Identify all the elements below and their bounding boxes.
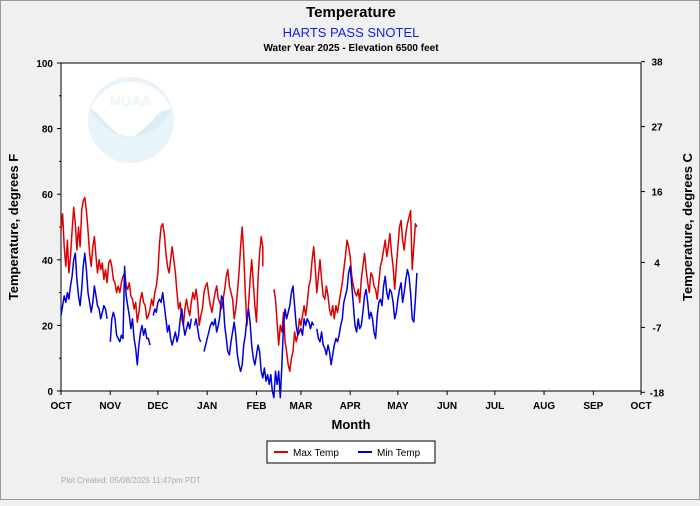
y-axis-label-right: Temperature, degrees C bbox=[680, 152, 695, 300]
legend: Max Temp Min Temp bbox=[266, 440, 436, 464]
x-axis: OCT NOV DEC JAN FEB MAR APR MAY JUN JUL AUG SEP OCT bbox=[50, 391, 652, 412]
x-tick-label: DEC bbox=[147, 401, 168, 412]
right-tick-label: 27 bbox=[651, 123, 663, 134]
x-tick-label: APR bbox=[340, 401, 362, 412]
right-tick-label: 16 bbox=[651, 188, 663, 199]
x-axis-label: Month bbox=[332, 417, 371, 432]
x-tick-label: MAR bbox=[290, 401, 314, 412]
right-tick-label: 4 bbox=[654, 258, 660, 269]
x-tick-label: AUG bbox=[533, 401, 555, 412]
series-lines bbox=[60, 196, 418, 399]
series-line-min-temp bbox=[60, 252, 418, 399]
x-tick-label: JUL bbox=[485, 401, 504, 412]
x-tick-label: NOV bbox=[99, 401, 121, 412]
x-tick-label: FEB bbox=[246, 401, 266, 412]
left-tick-label: 40 bbox=[42, 256, 54, 267]
legend-box bbox=[266, 440, 436, 464]
x-tick-label: SEP bbox=[583, 401, 603, 412]
chart-subtitle-details: Water Year 2025 - Elevation 6500 feet bbox=[263, 43, 439, 54]
right-tick-label: 38 bbox=[651, 58, 663, 69]
right-tick-label: -7 bbox=[653, 323, 662, 334]
left-tick-label: 100 bbox=[36, 59, 53, 70]
x-tick-label: OCT bbox=[50, 401, 71, 412]
legend-label-max-temp: Max Temp bbox=[293, 448, 339, 459]
right-tick-label: -18 bbox=[650, 388, 665, 399]
left-tick-label: 80 bbox=[42, 125, 54, 136]
plot-created-note: Plot Created: 05/08/2025 11:47pm PDT bbox=[61, 476, 201, 485]
left-y-axis: 0 20 40 60 80 100 bbox=[36, 59, 61, 398]
chart-title: Temperature bbox=[306, 4, 396, 21]
left-tick-label: 0 bbox=[47, 387, 53, 398]
noaa-logo-text: NOAA bbox=[110, 93, 151, 109]
x-tick-label: JAN bbox=[197, 401, 217, 412]
x-tick-label: OCT bbox=[630, 401, 651, 412]
chart-subtitle: HARTS PASS SNOTEL bbox=[283, 25, 420, 40]
x-tick-label: JUN bbox=[437, 401, 457, 412]
legend-label-min-temp: Min Temp bbox=[377, 448, 421, 459]
right-y-axis: -18 -7 4 16 27 38 bbox=[641, 58, 665, 399]
left-tick-label: 20 bbox=[42, 321, 54, 332]
noaa-logo-watermark: NOAA bbox=[88, 77, 174, 163]
y-axis-label-left: Temperature, degrees F bbox=[6, 154, 21, 300]
x-tick-label: MAY bbox=[387, 401, 409, 412]
left-tick-label: 60 bbox=[42, 190, 54, 201]
